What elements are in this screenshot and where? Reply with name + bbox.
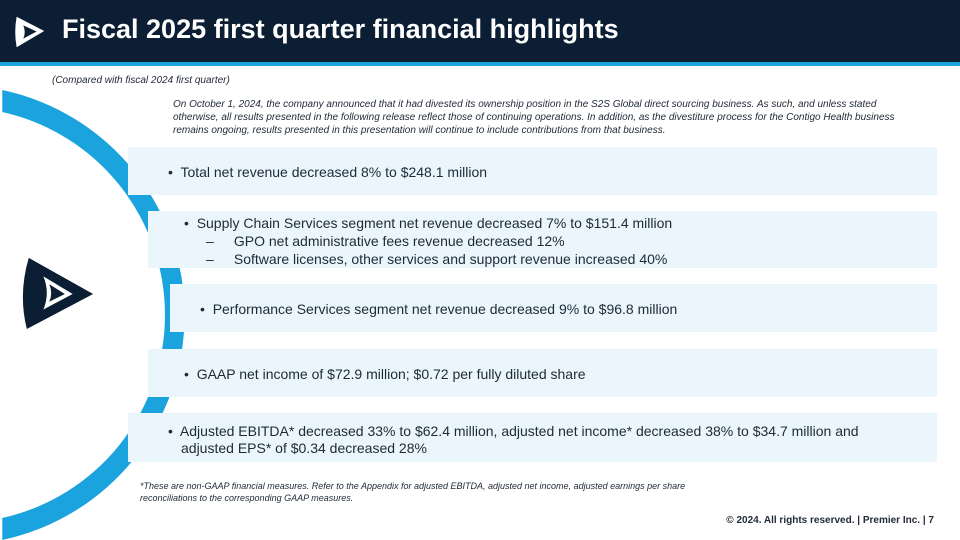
bullet-marker: • (168, 423, 173, 439)
header-accent-stripe (0, 62, 960, 66)
highlight-band (148, 349, 937, 397)
sub-bullet: – GPO net administrative fees revenue de… (206, 233, 565, 249)
dash-marker: – (206, 251, 214, 267)
premier-logo-icon (15, 16, 45, 48)
highlight-total-revenue: • Total net revenue decreased 8% to $248… (168, 164, 487, 180)
highlight-band (148, 211, 937, 268)
bullet-marker: • (200, 301, 205, 317)
sub-bullet-text: GPO net administrative fees revenue decr… (233, 233, 565, 249)
premier-logo-icon (22, 257, 94, 330)
highlight-supply-chain: • Supply Chain Services segment net reve… (184, 215, 672, 231)
highlight-band (128, 413, 937, 462)
highlight-gaap-net-income: • GAAP net income of $72.9 million; $0.7… (184, 366, 586, 382)
dash-marker: – (206, 233, 214, 249)
highlight-performance-services: • Performance Services segment net reven… (200, 301, 677, 317)
intro-paragraph: On October 1, 2024, the company announce… (173, 99, 895, 136)
highlight-adjusted-ebitda: • Adjusted EBITDA* decreased 33% to $62.… (168, 423, 859, 439)
copyright-footer: © 2024. All rights reserved. | Premier I… (726, 515, 934, 526)
highlight-text: GAAP net income of $72.9 million; $0.72 … (196, 366, 586, 382)
highlight-text: Total net revenue decreased 8% to $248.1… (180, 164, 488, 180)
non-gaap-footnote: *These are non-GAAP financial measures. … (140, 481, 686, 503)
highlight-text: Performance Services segment net revenue… (212, 301, 678, 317)
highlight-band (170, 284, 937, 332)
sub-bullet: – Software licenses, other services and … (206, 251, 667, 267)
page-title: Fiscal 2025 first quarter financial high… (62, 14, 619, 44)
comparison-note: (Compared with fiscal 2024 first quarter… (52, 75, 230, 86)
bullet-marker: • (168, 164, 173, 180)
bullet-marker: • (184, 215, 189, 231)
highlight-text: Adjusted EBITDA* decreased 33% to $62.4 … (179, 423, 859, 439)
highlight-text: Supply Chain Services segment net revenu… (196, 215, 673, 231)
sub-bullet-text: Software licenses, other services and su… (233, 251, 668, 267)
highlight-band (128, 147, 937, 195)
header-bar: Fiscal 2025 first quarter financial high… (0, 0, 960, 62)
highlight-text: adjusted EPS* of $0.34 decreased 28% (181, 440, 427, 456)
bullet-marker: • (184, 366, 189, 382)
highlight-adjusted-ebitda-continued: adjusted EPS* of $0.34 decreased 28% (181, 440, 427, 456)
